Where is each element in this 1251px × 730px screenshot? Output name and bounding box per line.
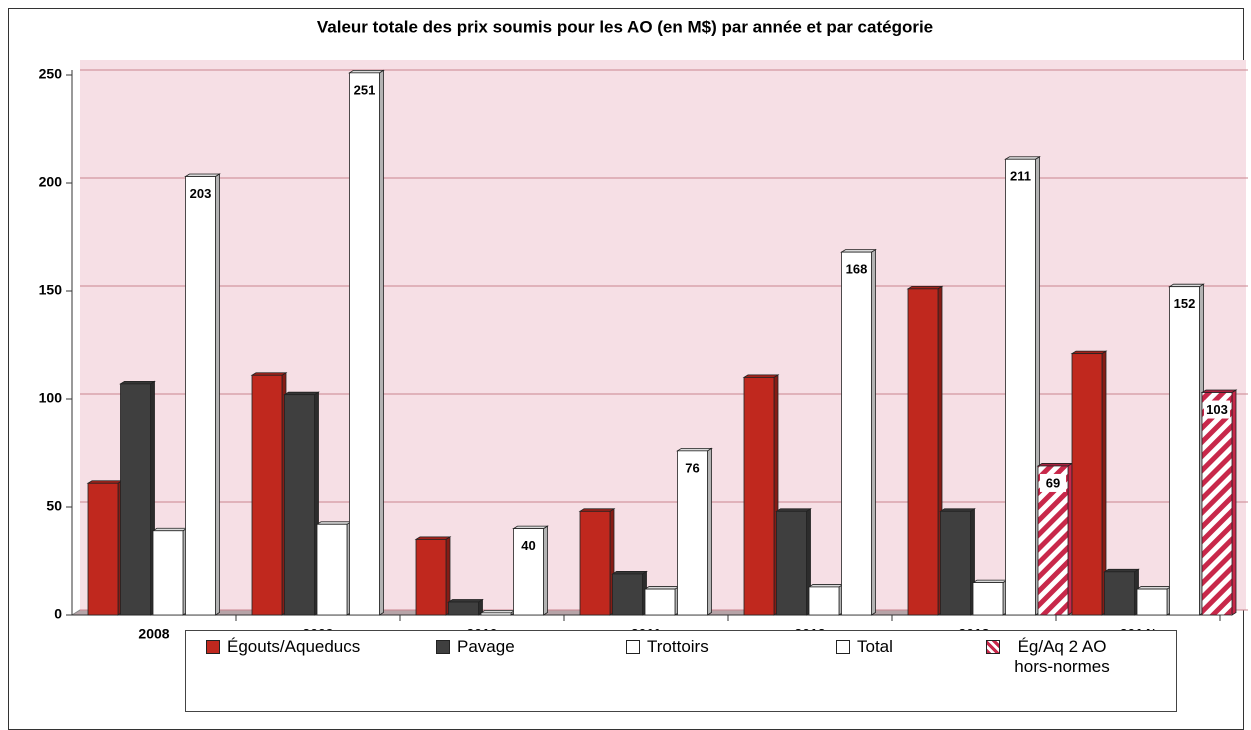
bar-side <box>215 173 220 616</box>
legend-label: Pavage <box>457 637 515 656</box>
bar-side <box>1231 389 1237 616</box>
bar <box>480 612 512 616</box>
data-label: 152 <box>1174 296 1196 311</box>
legend-swatch <box>626 640 640 654</box>
bar <box>972 582 1004 616</box>
label-bg <box>1171 294 1198 313</box>
bar <box>152 530 184 616</box>
bar <box>644 588 676 616</box>
legend-item: Pavage <box>436 637 636 657</box>
bar <box>743 376 775 616</box>
bar <box>185 176 216 616</box>
label-bg <box>679 458 706 477</box>
data-label: 203 <box>190 186 212 201</box>
data-label: 40 <box>521 538 535 553</box>
bar <box>1169 286 1200 616</box>
bar-side <box>707 447 712 616</box>
bar <box>841 251 872 616</box>
bar <box>579 510 611 616</box>
label-bg <box>1040 473 1066 492</box>
data-label: 103 <box>1206 402 1228 417</box>
label-bg <box>187 184 214 203</box>
bar <box>120 383 151 616</box>
bar <box>1201 392 1233 616</box>
bar <box>776 510 807 616</box>
bar <box>316 523 348 616</box>
bar-side <box>543 525 548 616</box>
label-bg <box>1204 400 1230 419</box>
data-label: 168 <box>846 262 868 277</box>
legend-label: Ég/Aq 2 AO hors-normes <box>1014 637 1110 676</box>
data-label: 211 <box>1010 169 1031 184</box>
legend-label: Égouts/Aqueducs <box>227 637 361 656</box>
label-bg <box>843 260 870 279</box>
bar <box>1104 571 1135 616</box>
bar <box>940 510 971 616</box>
x-tick-label: 2008 <box>138 626 169 642</box>
bar <box>448 601 479 616</box>
label-bg <box>515 536 542 555</box>
y-tick-label: 100 <box>39 390 63 406</box>
bar-side <box>1067 462 1073 616</box>
legend-swatch <box>836 640 850 654</box>
bar <box>907 288 939 616</box>
legend-label: Trottoirs <box>647 637 709 656</box>
bar <box>87 482 119 616</box>
legend-swatch <box>206 640 220 654</box>
bar <box>1005 158 1036 616</box>
label-bg <box>351 80 378 99</box>
bar <box>284 394 315 616</box>
bar <box>415 539 447 616</box>
legend-item: Ég/Aq 2 AO hors-normes <box>986 637 1136 677</box>
chart: Valeur totale des prix soumis pour les A… <box>39 17 1248 642</box>
data-label: 76 <box>685 460 699 475</box>
legend-item: Égouts/Aqueducs <box>206 637 406 657</box>
legend-item: Total <box>836 637 1036 657</box>
label-bg <box>1007 167 1034 186</box>
legend-label: Total <box>857 637 893 656</box>
legend-swatch <box>986 640 1000 654</box>
bar <box>251 374 283 616</box>
data-label: 251 <box>354 82 376 97</box>
legend-swatch <box>436 640 450 654</box>
bar <box>1071 353 1103 616</box>
data-label: 69 <box>1046 475 1060 490</box>
legend-item: Trottoirs <box>626 637 826 657</box>
bar <box>1136 588 1168 616</box>
chart-title: Valeur totale des prix soumis pour les A… <box>317 17 933 36</box>
bar <box>349 72 380 616</box>
y-tick-label: 150 <box>39 282 63 298</box>
bar <box>677 450 708 616</box>
bar-side <box>379 69 384 616</box>
y-tick-label: 250 <box>39 66 63 82</box>
bar <box>612 573 643 616</box>
y-tick-label: 200 <box>39 174 63 190</box>
y-tick-label: 0 <box>54 606 62 622</box>
legend: Égouts/Aqueducs Pavage Trottoirs Total Ég/Aq… <box>185 630 1177 712</box>
bar-side <box>871 248 876 616</box>
bar <box>808 586 840 616</box>
y-tick-label: 50 <box>46 498 62 514</box>
